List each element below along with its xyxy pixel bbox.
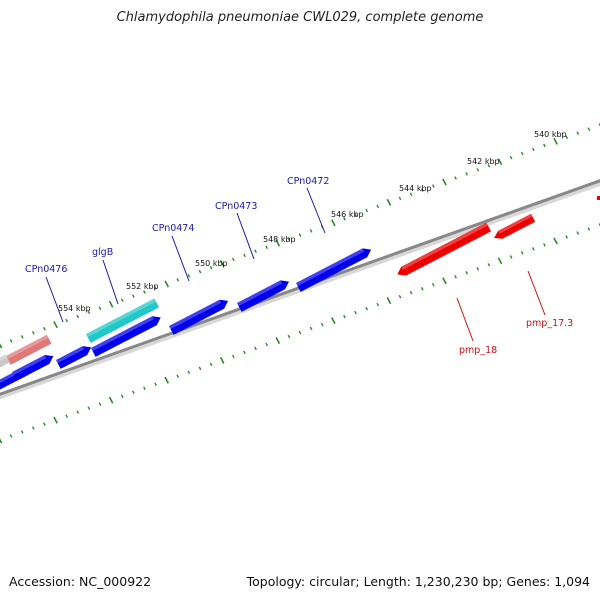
- scale-label-kbp-548: 548 kbp: [263, 235, 296, 244]
- gene-label-CPn0473[interactable]: CPn0473: [215, 201, 257, 212]
- scale-label-kbp-544: 544 kbp: [399, 184, 432, 193]
- gene-label-CPn0474[interactable]: CPn0474: [152, 223, 194, 234]
- leader-line-CPn0474: [171, 235, 190, 282]
- gene-label-CPn0472[interactable]: CPn0472: [287, 176, 329, 187]
- gene-arrow-cpn0477[interactable]: [12, 354, 54, 381]
- gene-arrow-cpn0476[interactable]: [56, 346, 92, 369]
- leader-line-glgB: [102, 259, 119, 305]
- scale-label-kbp-550: 550 kbp: [195, 259, 228, 268]
- outer-scale-ticks: [0, 123, 600, 349]
- gene-label-pmp_17.3[interactable]: pmp_17.3: [526, 318, 573, 329]
- scale-label-kbp-554: 554 kbp: [58, 304, 91, 313]
- gene-label-glgB[interactable]: glgB: [92, 247, 113, 258]
- scale-label-kbp-552: 552 kbp: [126, 282, 159, 291]
- leader-line-CPn0472: [306, 187, 326, 234]
- leader-line-CPn0476: [45, 276, 64, 323]
- gene-arrow-glgb[interactable]: [86, 298, 159, 343]
- leader-line-pmp_17.3: [527, 270, 546, 316]
- gene-arrow-cpn0473[interactable]: [237, 280, 289, 312]
- gene-arrow-pmp-18[interactable]: [397, 222, 492, 276]
- leader-line-pmp_18: [456, 297, 474, 342]
- gene-label-pmp_18[interactable]: pmp_18: [459, 345, 497, 356]
- gene-arrow-pmp-17-3[interactable]: [494, 213, 536, 239]
- map-title: Chlamydophila pneumoniae CWL029, complet…: [116, 10, 484, 25]
- inner-scale-ticks: [0, 223, 600, 444]
- gene-arrow-glgb-adjacent[interactable]: [91, 316, 161, 357]
- topology-label: Topology: circular; Length: 1,230,230 bp…: [246, 574, 590, 589]
- leader-line-CPn0473: [236, 212, 255, 260]
- scale-label-kbp-546: 546 kbp: [331, 210, 364, 219]
- gene-fragment-right-edge: [597, 196, 600, 200]
- gene-arrow-cpn0474[interactable]: [169, 299, 229, 335]
- gene-arrow-grey-fragment[interactable]: [0, 354, 10, 368]
- gene-arrow-pseudo[interactable]: [6, 334, 52, 365]
- gene-label-CPn0476[interactable]: CPn0476: [25, 264, 67, 275]
- scale-label-kbp-542: 542 kbp: [467, 157, 500, 166]
- scale-label-kbp-540: 540 kbp: [534, 130, 567, 139]
- gene-arrow-cpn0472[interactable]: [296, 248, 372, 292]
- accession-label: Accession: NC_000922: [9, 574, 152, 589]
